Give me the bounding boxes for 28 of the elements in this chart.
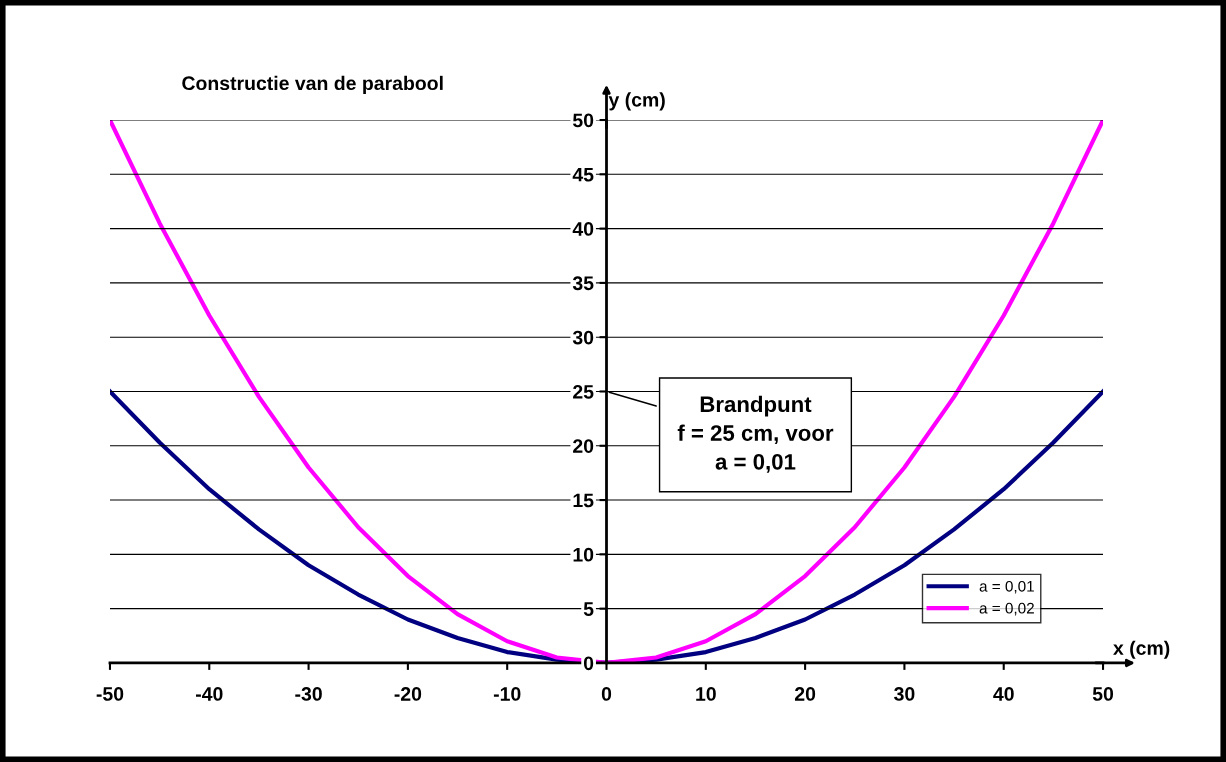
x-tick-label: 20 [794, 687, 816, 701]
legend-label: a = 0,02 [979, 602, 1034, 616]
y-tick-label: 0 [583, 656, 594, 671]
y-tick-label: 15 [573, 493, 594, 508]
y-tick-label: 50 [572, 113, 594, 128]
x-axis-title: x (cm) [1113, 640, 1170, 659]
x-tick-label: 50 [1092, 687, 1114, 701]
y-tick-label: 25 [573, 384, 594, 399]
y-tick-label: 20 [573, 439, 594, 454]
x-tick-label: -20 [394, 687, 422, 701]
x-tick-label: 0 [601, 687, 612, 701]
x-tick-label: -50 [96, 687, 124, 701]
y-tick-label: 45 [572, 167, 594, 182]
x-tick-label: 30 [894, 687, 915, 701]
y-tick-label: 5 [583, 602, 594, 616]
y-tick-label: 30 [572, 330, 594, 345]
y-tick-label: 10 [573, 547, 594, 562]
x-tick-label: 40 [993, 687, 1014, 701]
chart-title: Constructie van de parabool [182, 75, 443, 94]
legend-label: a = 0,01 [979, 580, 1034, 594]
x-tick-label: -10 [493, 687, 521, 701]
annotation: Brandpunt f = 25 cm, voor a = 0,01 [677, 395, 834, 473]
x-tick-label: 10 [696, 687, 716, 701]
y-tick-label: 40 [572, 222, 594, 236]
y-tick-label: 35 [572, 276, 594, 291]
x-tick-label: -30 [295, 687, 322, 701]
x-tick-label: -40 [195, 687, 223, 701]
y-axis-title: y (cm) [608, 92, 665, 111]
